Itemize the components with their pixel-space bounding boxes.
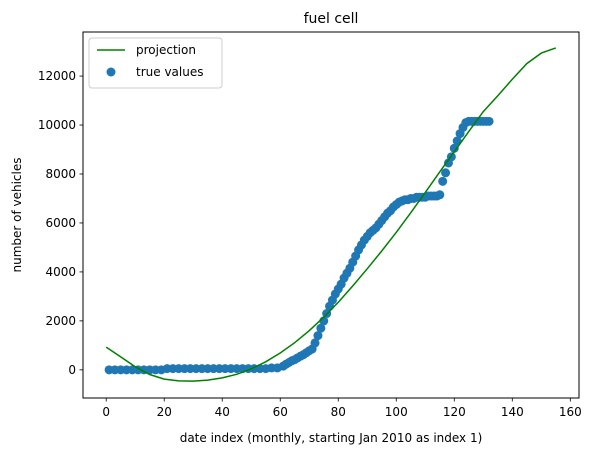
plot-frame (82, 31, 580, 399)
scatter-point (452, 136, 462, 146)
x-tick-label: 60 (273, 405, 288, 419)
y-tick-label: 12000 (38, 69, 76, 83)
scatter-point (310, 338, 320, 348)
scatter-point (435, 190, 445, 200)
y-axis-title: number of vehicles (10, 157, 24, 272)
x-tick-label: 40 (215, 405, 230, 419)
legend: projection true values (88, 37, 223, 89)
scatter-point (441, 168, 451, 178)
true-values-series (104, 116, 494, 375)
legend-label-projection: projection (136, 43, 196, 57)
x-tick-label: 100 (385, 405, 408, 419)
y-tick-label: 6000 (45, 216, 76, 230)
chart-title: fuel cell (304, 11, 359, 27)
x-tick-label: 80 (331, 405, 346, 419)
series-layer (104, 47, 557, 382)
x-tick-label: 0 (102, 405, 110, 419)
scatter-point (313, 331, 323, 341)
x-tick-label: 140 (501, 405, 524, 419)
x-axis-title: date index (monthly, starting Jan 2010 a… (180, 431, 483, 445)
y-tick-label: 4000 (45, 265, 76, 279)
x-axis: 0 20 40 60 80 100 120 140 160 (102, 398, 582, 419)
legend-swatch-true-values (106, 67, 116, 77)
x-tick-label: 160 (559, 405, 582, 419)
y-axis: 0 2000 4000 6000 8000 10000 12000 (38, 69, 83, 377)
y-tick-label: 10000 (38, 118, 76, 132)
y-tick-label: 2000 (45, 314, 76, 328)
scatter-point (316, 323, 326, 333)
scatter-point (484, 116, 494, 126)
scatter-point (449, 143, 459, 153)
projection-line (105, 47, 557, 382)
legend-label-true-values: true values (136, 65, 203, 79)
y-tick-label: 0 (68, 363, 76, 377)
plot-area (83, 32, 579, 398)
x-tick-label: 120 (443, 405, 466, 419)
y-tick-label: 8000 (45, 167, 76, 181)
scatter-point (438, 176, 448, 186)
x-tick-label: 20 (157, 405, 172, 419)
